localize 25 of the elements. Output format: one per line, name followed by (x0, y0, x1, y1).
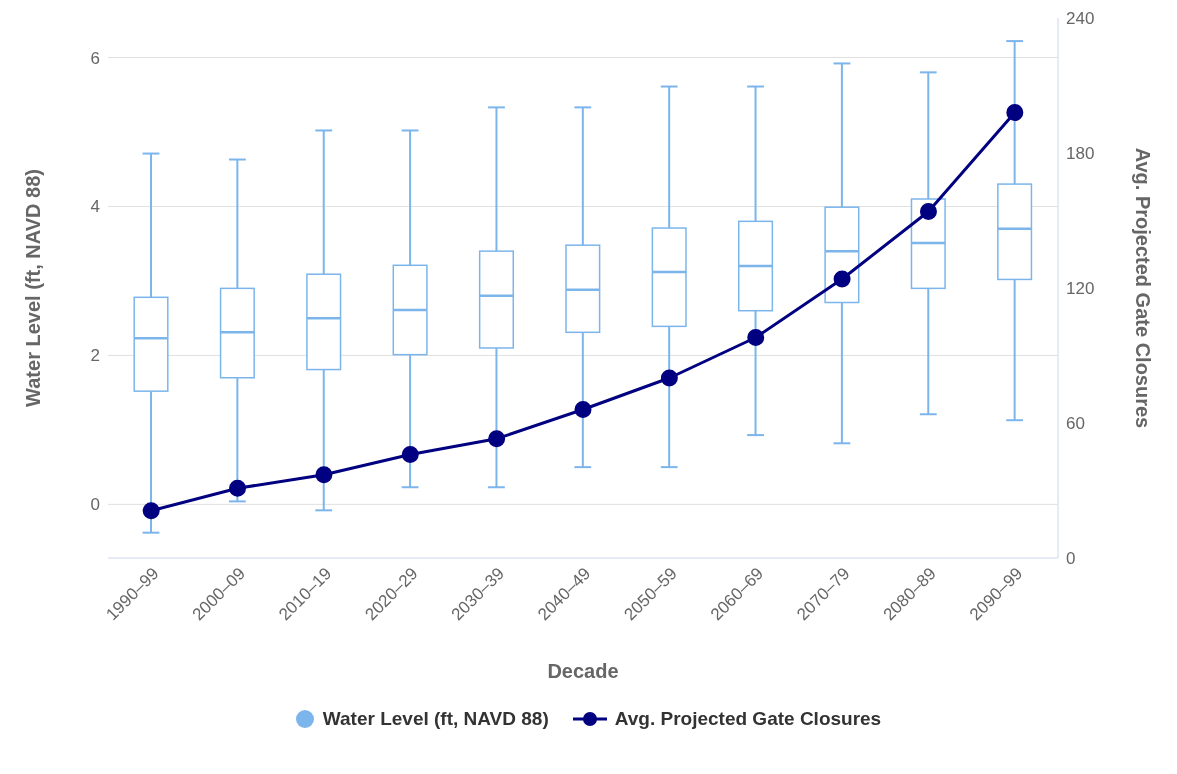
point (1006, 104, 1024, 121)
point (833, 270, 851, 288)
y2-tick-label: 180 (1066, 144, 1095, 164)
y-tick-label: 6 (90, 48, 100, 68)
y-tick-label: 0 (90, 495, 100, 515)
point (660, 369, 678, 387)
point (488, 430, 506, 448)
point (142, 502, 160, 520)
x-axis-title: Decade (547, 660, 619, 682)
point (747, 329, 765, 346)
legend-label: Water Level (ft, NAVD 88) (322, 708, 549, 730)
y2-tick-label: 0 (1066, 549, 1076, 569)
point (401, 446, 419, 463)
y-tick-label: 4 (90, 197, 100, 217)
legend-label: Avg. Projected Gate Closures (614, 708, 882, 730)
y-tick-label: 2 (90, 346, 100, 366)
point (574, 401, 592, 418)
point (315, 466, 333, 484)
y2-tick-label: 60 (1066, 414, 1085, 434)
point (919, 203, 937, 220)
point (229, 479, 247, 497)
y2-tick-label: 120 (1066, 279, 1095, 299)
y-axis-title: Water Level (ft, NAVD 88) (22, 169, 45, 407)
y2-tick-label: 240 (1066, 9, 1095, 29)
y2-axis-title: Avg. Projected Gate Closures (1131, 147, 1154, 429)
